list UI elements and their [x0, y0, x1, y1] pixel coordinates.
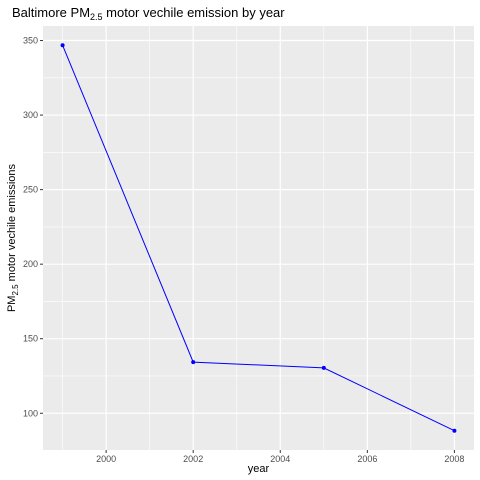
y-tick-label: 300: [23, 110, 38, 120]
data-point: [452, 428, 457, 433]
y-tick-label: 250: [23, 185, 38, 195]
y-tick-label: 100: [23, 408, 38, 418]
x-tick-label: 2000: [96, 454, 116, 464]
x-axis-ticks: 2000 2002 2004 2006 2008: [96, 450, 464, 464]
x-tick-label: 2008: [444, 454, 464, 464]
y-axis-title: PM2.5 motor vechile emissions: [6, 163, 20, 312]
data-point: [191, 360, 196, 365]
x-tick-label: 2002: [183, 454, 203, 464]
data-points: [60, 43, 457, 433]
x-axis-title: year: [248, 463, 270, 475]
chart-title: Baltimore PM2.5 motor vechile emission b…: [12, 5, 285, 22]
grid-minor-lines: [43, 26, 474, 450]
series-line: [62, 45, 455, 432]
y-tick-label: 350: [23, 36, 38, 46]
y-tick-label: 150: [23, 334, 38, 344]
plot-panel: [43, 26, 474, 450]
x-tick-label: 2006: [357, 454, 377, 464]
data-point: [321, 365, 326, 370]
x-tick-label: 2004: [270, 454, 290, 464]
y-tick-label: 200: [23, 259, 38, 269]
grid-major-lines: [43, 26, 474, 450]
y-axis-ticks: 100 150 200 250 300 350: [23, 36, 43, 418]
data-point: [60, 43, 65, 48]
